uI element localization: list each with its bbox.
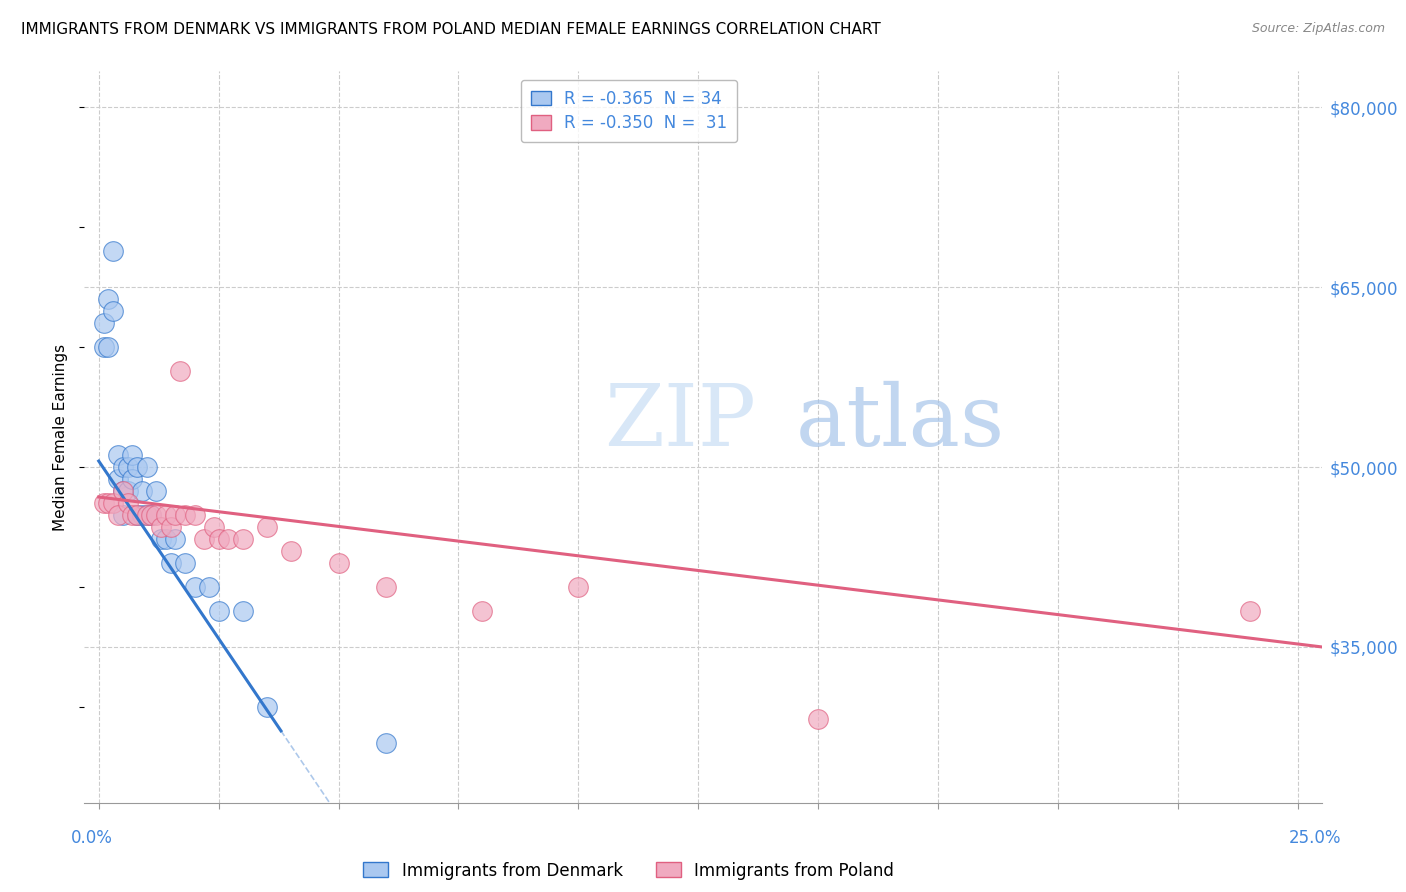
Point <box>155 508 177 522</box>
Point <box>97 496 120 510</box>
Point <box>165 532 187 546</box>
Point <box>165 508 187 522</box>
Point <box>127 460 149 475</box>
Text: IMMIGRANTS FROM DENMARK VS IMMIGRANTS FROM POLAND MEDIAN FEMALE EARNINGS CORRELA: IMMIGRANTS FROM DENMARK VS IMMIGRANTS FR… <box>21 22 880 37</box>
Point <box>155 532 177 546</box>
Text: 0.0%: 0.0% <box>70 829 112 847</box>
Point <box>145 508 167 522</box>
Point <box>567 580 589 594</box>
Point <box>174 556 197 570</box>
Point <box>93 316 115 330</box>
Point <box>135 508 157 522</box>
Point <box>256 520 278 534</box>
Text: Source: ZipAtlas.com: Source: ZipAtlas.com <box>1251 22 1385 36</box>
Point <box>150 520 173 534</box>
Point <box>183 508 205 522</box>
Point <box>159 556 181 570</box>
Point <box>145 483 167 498</box>
Point <box>121 448 143 462</box>
Point <box>97 340 120 354</box>
Point <box>93 496 115 510</box>
Point <box>97 292 120 306</box>
Point <box>121 472 143 486</box>
Point <box>202 520 225 534</box>
Point <box>107 448 129 462</box>
Point <box>107 508 129 522</box>
Legend: Immigrants from Denmark, Immigrants from Poland: Immigrants from Denmark, Immigrants from… <box>353 852 904 889</box>
Point <box>111 460 134 475</box>
Point <box>117 460 139 475</box>
Point <box>256 699 278 714</box>
Point <box>127 508 149 522</box>
Point <box>328 556 350 570</box>
Point <box>141 508 163 522</box>
Point <box>121 508 143 522</box>
Point <box>111 483 134 498</box>
Point <box>135 508 157 522</box>
Point <box>208 532 231 546</box>
Point <box>232 532 254 546</box>
Point <box>135 460 157 475</box>
Text: ZIP: ZIP <box>605 381 756 464</box>
Point <box>174 508 197 522</box>
Point <box>101 496 124 510</box>
Point <box>131 508 153 522</box>
Point <box>117 483 139 498</box>
Point <box>471 604 494 618</box>
Point <box>232 604 254 618</box>
Y-axis label: Median Female Earnings: Median Female Earnings <box>53 343 69 531</box>
Point <box>169 364 191 378</box>
Point <box>150 532 173 546</box>
Point <box>101 244 124 259</box>
Point <box>375 736 398 750</box>
Point <box>280 544 302 558</box>
Text: atlas: atlas <box>796 381 1005 464</box>
Point <box>107 472 129 486</box>
Point <box>193 532 215 546</box>
Point <box>111 483 134 498</box>
Point <box>1239 604 1261 618</box>
Point <box>217 532 239 546</box>
Point <box>127 508 149 522</box>
Point <box>101 304 124 318</box>
Point <box>375 580 398 594</box>
Point <box>117 496 139 510</box>
Point <box>93 340 115 354</box>
Text: 25.0%: 25.0% <box>1288 829 1341 847</box>
Point <box>111 508 134 522</box>
Point <box>183 580 205 594</box>
Point <box>208 604 231 618</box>
Point <box>141 508 163 522</box>
Point <box>198 580 221 594</box>
Point <box>131 483 153 498</box>
Point <box>159 520 181 534</box>
Point <box>807 712 830 726</box>
